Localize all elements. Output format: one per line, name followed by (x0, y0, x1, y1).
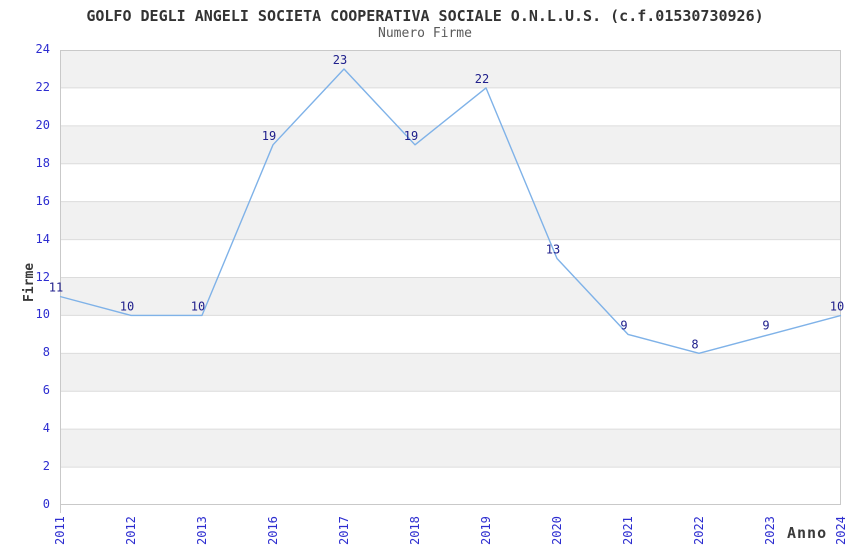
y-tick-label: 6 (42, 383, 50, 398)
y-tick-label: 24 (35, 42, 50, 56)
data-point-label: 8 (691, 337, 698, 351)
y-tick-label: 10 (35, 307, 50, 322)
series-line (59, 68, 842, 354)
chart-title: GOLFO DEGLI ANGELI SOCIETA COOPERATIVA S… (86, 7, 764, 25)
data-point-label: 11 (49, 281, 63, 295)
plot-band (60, 125, 841, 164)
x-tick-label: 2013 (195, 516, 209, 545)
x-tick-label: 2020 (550, 516, 564, 545)
x-axis-title: Anno (787, 524, 828, 542)
plot-band (60, 277, 841, 316)
data-point-label: 23 (333, 53, 347, 67)
y-tick-label: 16 (35, 193, 50, 208)
y-tick-label: 18 (35, 155, 50, 170)
y-tick-label: 0 (42, 497, 50, 511)
data-point-label: 19 (404, 129, 418, 143)
x-tick-label: 2012 (124, 516, 138, 545)
x-tick-label: 2023 (763, 516, 777, 545)
y-tick-label: 4 (42, 421, 50, 436)
data-point-label: 10 (120, 299, 134, 313)
plot-area: 11 10 10 19 23 19 22 13 9 8 9 10 (49, 50, 844, 513)
x-tick-label: 2024 (834, 516, 848, 545)
plot-border (60, 50, 841, 505)
data-point-label: 9 (762, 318, 769, 332)
data-point-label: 22 (475, 72, 489, 86)
y-tick-label: 14 (35, 231, 50, 246)
data-point-label: 13 (546, 243, 560, 257)
plot-canvas: 11 10 10 19 23 19 22 13 9 8 9 10 (49, 50, 844, 513)
data-point-label: 10 (191, 299, 205, 313)
x-tick-label: 2016 (266, 516, 280, 545)
chart-subtitle: Numero Firme (378, 26, 472, 41)
data-point-label: 9 (620, 318, 627, 332)
x-tick-label: 2019 (479, 516, 493, 545)
y-tick-label: 22 (35, 79, 50, 94)
data-point-label: 19 (262, 129, 276, 143)
x-tick-label: 2011 (53, 516, 67, 545)
x-tick-label: 2022 (692, 516, 706, 545)
y-tick-label: 8 (42, 345, 50, 360)
x-tick-label: 2021 (621, 516, 635, 545)
plot-band (60, 201, 841, 240)
plot-band (60, 353, 841, 392)
data-point-label: 10 (830, 299, 844, 313)
plot-band (60, 429, 841, 468)
x-tick-label: 2017 (337, 516, 351, 545)
y-tick-label: 20 (35, 117, 50, 132)
y-tick-label: 2 (42, 459, 50, 474)
x-tick-label: 2018 (408, 516, 422, 545)
plot-band (60, 50, 841, 88)
y-tick-label: 12 (35, 269, 50, 284)
